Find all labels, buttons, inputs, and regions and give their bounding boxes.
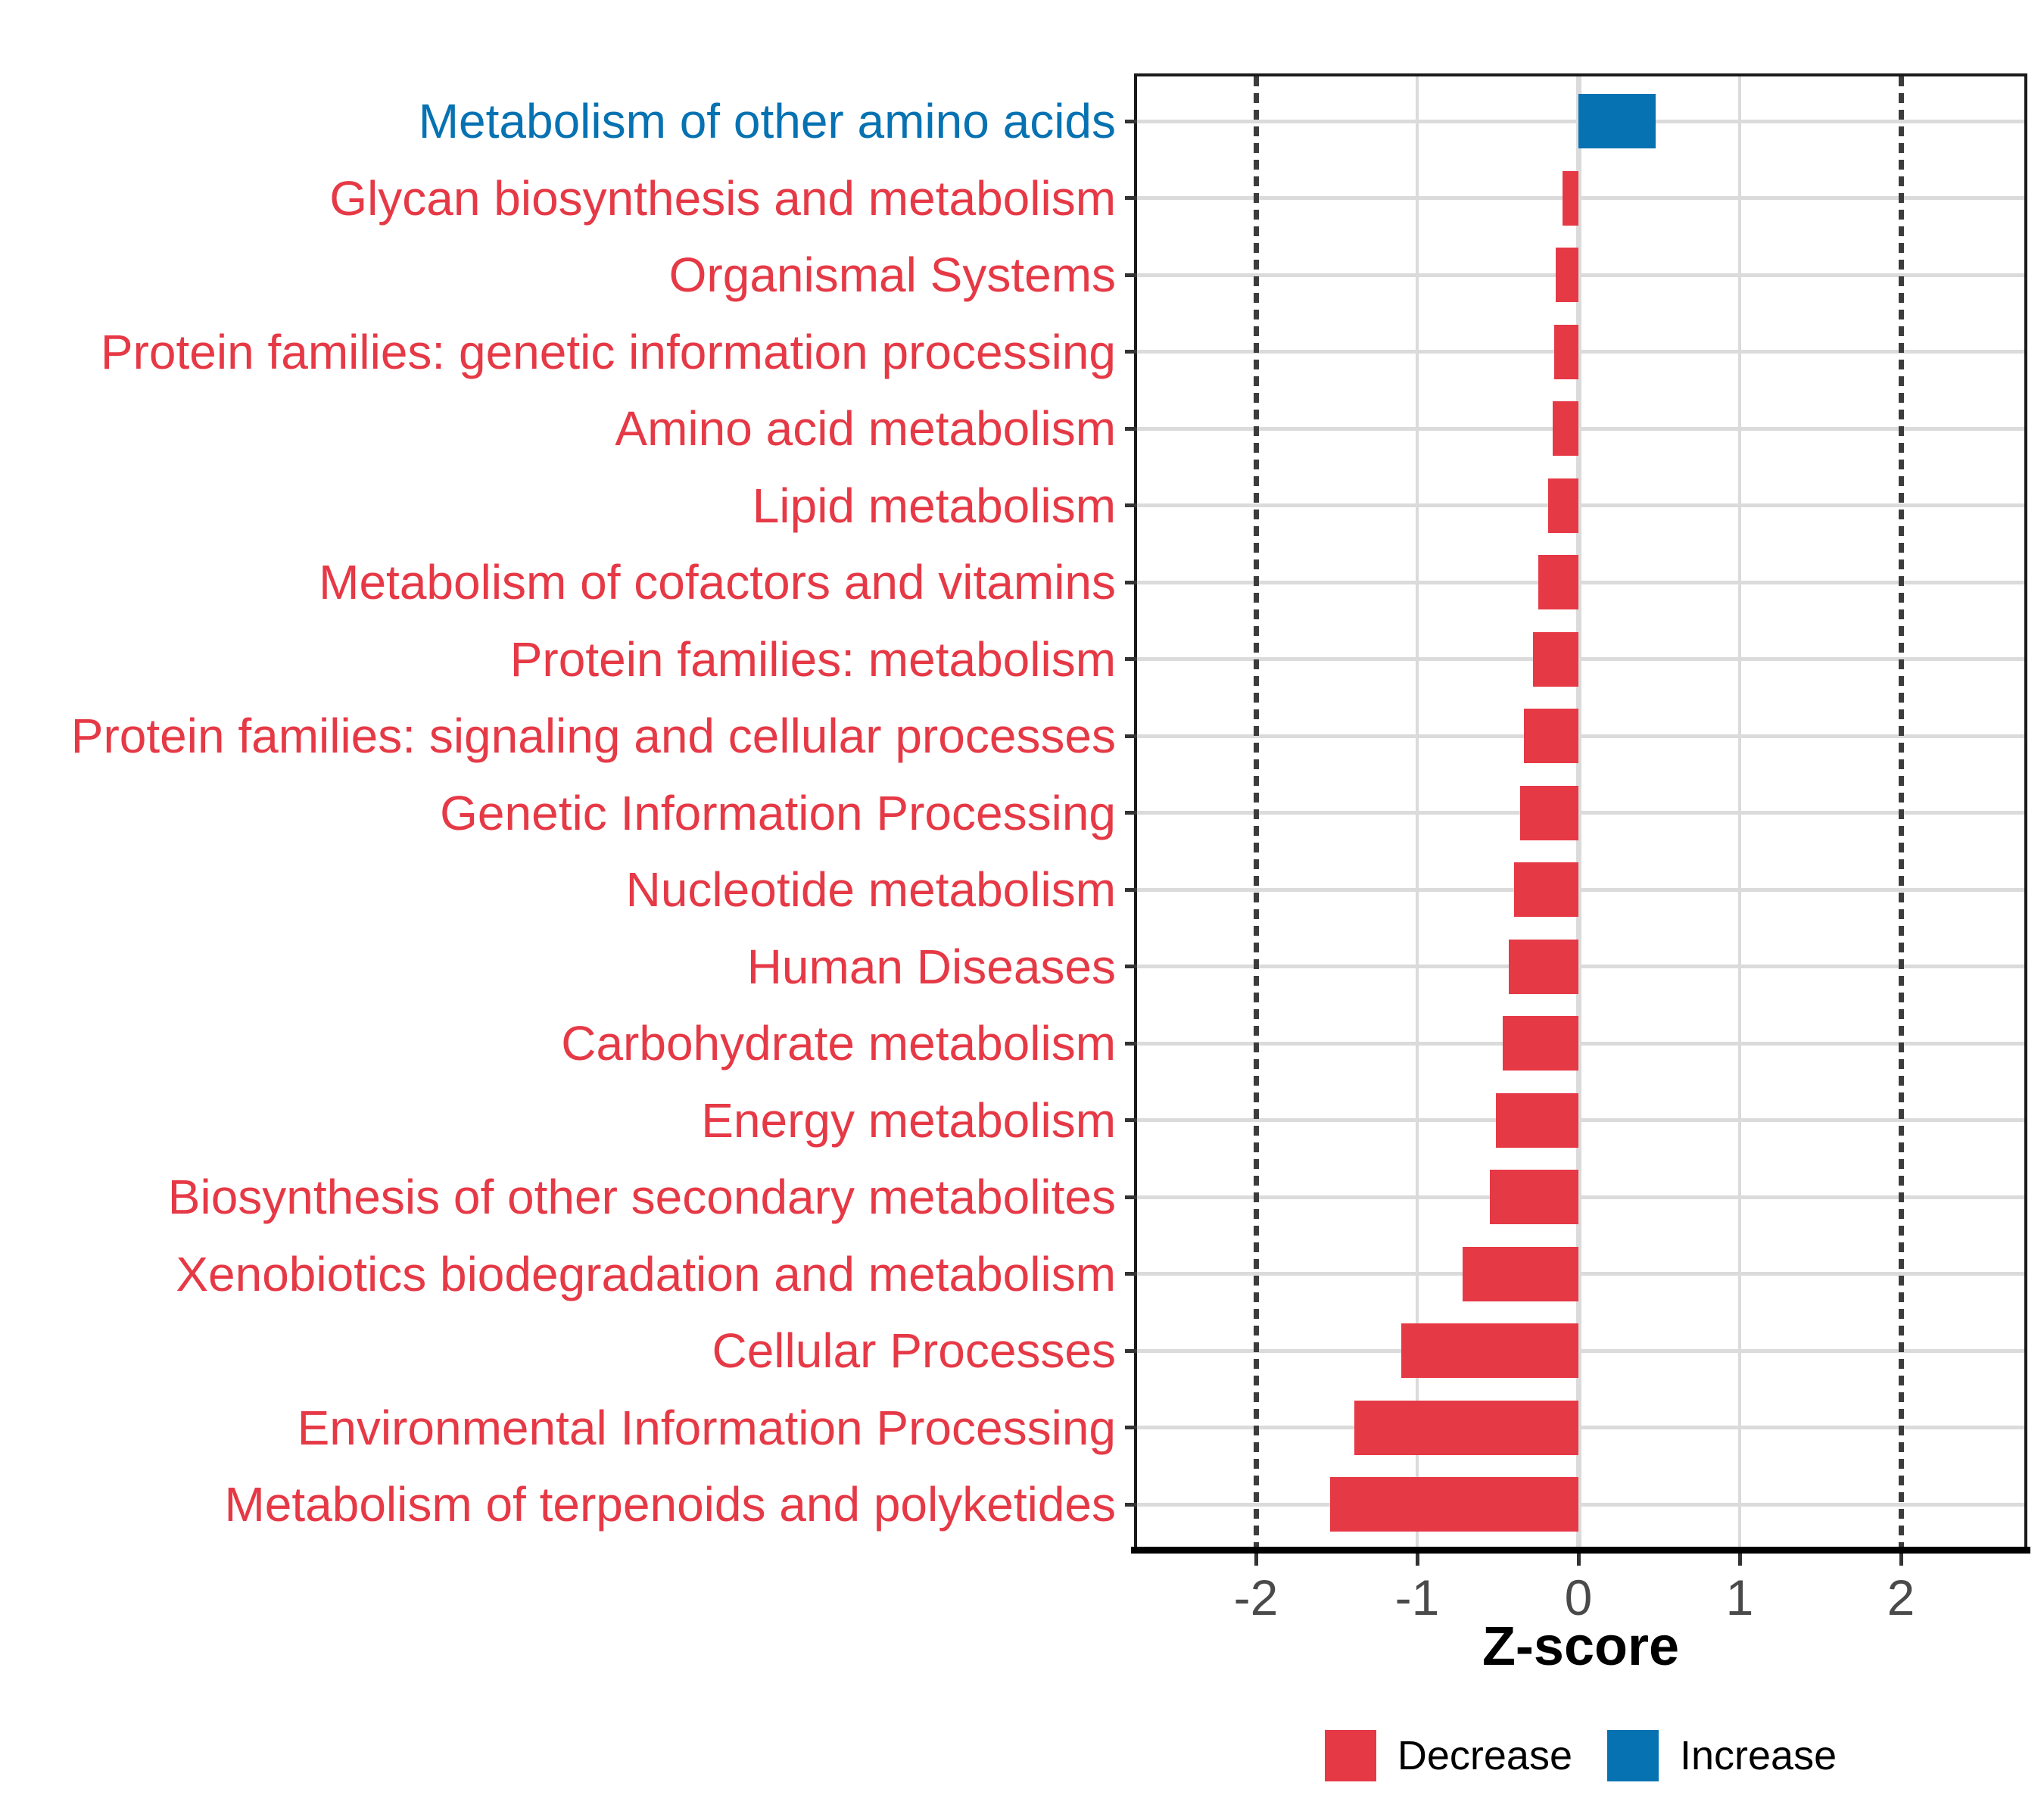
x-axis-tick (1576, 1554, 1581, 1566)
y-axis-tick (1125, 657, 1137, 661)
v-gridline (1575, 76, 1581, 1550)
x-tick-label: 0 (1564, 1569, 1593, 1625)
category-label: Metabolism of terpenoids and polyketides (224, 1477, 1116, 1532)
category-label: Energy metabolism (701, 1092, 1116, 1148)
dotted-reference-line (1253, 76, 1259, 1550)
y-axis-tick (1125, 273, 1137, 277)
legend-item-increase: Increase (1606, 1730, 1837, 1781)
bar (1578, 94, 1656, 148)
category-label: Protein families: metabolism (509, 631, 1116, 687)
category-label: Cellular Processes (712, 1323, 1116, 1378)
y-axis-tick (1125, 887, 1137, 892)
legend: Decrease Increase (1061, 1728, 2044, 1784)
y-axis-tick (1125, 1041, 1137, 1046)
x-tick-label: 2 (1887, 1569, 1915, 1625)
x-tick-label: -1 (1394, 1569, 1440, 1625)
category-label: Amino acid metabolism (615, 401, 1116, 456)
bar (1509, 939, 1578, 994)
category-label: Lipid metabolism (752, 478, 1116, 533)
category-label: Organismal Systems (668, 248, 1116, 302)
bar (1554, 324, 1578, 379)
y-axis-tick (1125, 1272, 1137, 1276)
y-axis-tick (1125, 426, 1137, 431)
category-label: Biosynthesis of other secondary metaboli… (167, 1170, 1116, 1224)
bar (1562, 170, 1578, 226)
category-label: Metabolism of other amino acids (418, 94, 1116, 148)
plot-panel (1134, 73, 2027, 1553)
bar (1462, 1246, 1578, 1301)
bar (1489, 1170, 1578, 1224)
y-axis-tick (1125, 734, 1137, 738)
y-axis-tick (1125, 350, 1137, 354)
increase-label: Increase (1679, 1733, 1837, 1778)
y-axis-tick (1125, 580, 1137, 584)
x-axis-line (1131, 1547, 2030, 1554)
bar (1547, 478, 1578, 533)
bar (1329, 1477, 1578, 1532)
category-label: Glycan biosynthesis and metabolism (329, 170, 1116, 226)
bar (1552, 401, 1578, 456)
x-axis-tick (1899, 1554, 1903, 1566)
bar (1556, 248, 1578, 302)
bar (1523, 709, 1578, 763)
y-axis-tick (1125, 503, 1137, 507)
bar (1401, 1323, 1578, 1378)
decrease-label: Decrease (1397, 1733, 1572, 1778)
x-axis-tick (1415, 1554, 1419, 1566)
category-label: Environmental Information Processing (297, 1400, 1116, 1455)
y-axis-tick (1125, 196, 1137, 200)
y-axis-tick (1125, 1118, 1137, 1122)
bar (1502, 1016, 1578, 1071)
y-axis-tick (1125, 1348, 1137, 1353)
y-axis-tick (1125, 1426, 1137, 1429)
x-tick-label: 1 (1725, 1569, 1754, 1625)
category-label: Protein families: genetic information pr… (100, 324, 1116, 379)
dotted-reference-line (1898, 76, 1904, 1550)
y-axis-tick (1125, 119, 1137, 123)
x-tick-label: -2 (1233, 1569, 1279, 1625)
category-label: Protein families: signaling and cellular… (70, 709, 1116, 763)
x-axis-tick (1254, 1554, 1258, 1566)
v-gridline (1738, 76, 1741, 1550)
x-axis-tick (1737, 1554, 1742, 1566)
bar (1354, 1400, 1578, 1455)
category-label: Genetic Information Processing (440, 785, 1116, 840)
y-axis-tick (1125, 965, 1137, 968)
bar (1520, 785, 1578, 840)
category-label: Carbohydrate metabolism (561, 1016, 1116, 1071)
increase-swatch (1606, 1730, 1659, 1781)
category-label: Metabolism of cofactors and vitamins (319, 555, 1116, 609)
bar (1538, 555, 1578, 609)
category-label: Xenobiotics biodegradation and metabolis… (176, 1246, 1116, 1301)
bar (1496, 1092, 1578, 1148)
category-label: Human Diseases (746, 939, 1116, 994)
bar (1513, 862, 1578, 917)
decrease-swatch (1324, 1730, 1376, 1781)
x-axis-title: Z-score (1482, 1616, 1680, 1677)
y-axis-tick (1125, 1195, 1137, 1199)
bar (1533, 631, 1578, 687)
v-gridline (1416, 76, 1419, 1550)
category-label: Nucleotide metabolism (625, 862, 1116, 917)
legend-item-decrease: Decrease (1324, 1730, 1572, 1781)
y-axis-tick (1125, 1502, 1137, 1507)
y-axis-tick (1125, 811, 1137, 815)
